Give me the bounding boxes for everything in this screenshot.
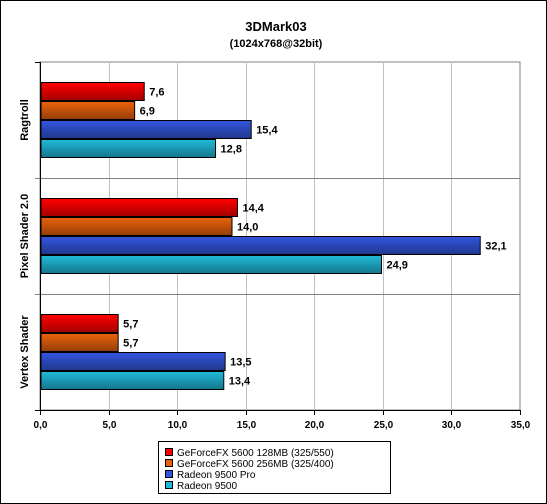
legend-swatch <box>165 470 173 478</box>
bar-shading <box>41 256 381 273</box>
bar-value-label: 24,9 <box>386 260 407 272</box>
bar-value-label: 13,5 <box>230 357 251 369</box>
bar-shading <box>41 218 232 235</box>
legend-entry: Radeon 9500 Pro <box>177 470 256 481</box>
legend: GeForceFX 5600 128MB (325/550)GeForceFX … <box>158 441 391 494</box>
bar-value-label: 12,8 <box>221 144 242 156</box>
bar-shading <box>41 334 118 351</box>
bar-shading <box>41 353 225 370</box>
x-tick-label: 35,0 <box>511 420 531 431</box>
chart-subtitle: (1024x768@32bit) <box>230 38 323 50</box>
bar-shading <box>41 199 237 216</box>
bar-value-label: 5,7 <box>123 338 138 350</box>
category-label: Pixel Shader 2.0 <box>19 194 31 278</box>
x-tick-label: 5,0 <box>103 420 117 431</box>
x-tick-label: 30,0 <box>442 420 462 431</box>
legend-entry: GeForceFX 5600 128MB (325/550) <box>177 448 334 459</box>
legend-box <box>158 441 391 494</box>
x-tick-label: 20,0 <box>305 420 325 431</box>
bar-shading <box>41 140 216 157</box>
bar-value-label: 15,4 <box>256 125 278 137</box>
bar-value-label: 5,7 <box>123 319 138 331</box>
x-tick-label: 15,0 <box>237 420 257 431</box>
plot-area: 0,0 5,0 10,0 15,0 20,0 25,0 30,0 35,0 Ragtroll 7,… <box>19 61 531 431</box>
bar-value-label: 7,6 <box>149 87 164 99</box>
x-tick-label: 10,0 <box>168 420 188 431</box>
legend-entry: Radeon 9500 <box>177 481 237 492</box>
bar-shading <box>41 315 118 332</box>
bar-shading <box>41 372 224 389</box>
bar-value-label: 13,4 <box>229 376 251 388</box>
x-tick-label: 25,0 <box>374 420 394 431</box>
category-label: Vertex Shader <box>19 315 31 389</box>
chart-title: 3DMark03 <box>245 19 306 34</box>
bar-value-label: 32,1 <box>485 241 506 253</box>
bar-value-label: 6,9 <box>140 106 155 118</box>
legend-swatch <box>165 481 173 489</box>
bar-shading <box>41 83 144 100</box>
x-tick-label: 0,0 <box>34 420 48 431</box>
legend-swatch <box>165 459 173 467</box>
bar-value-label: 14,4 <box>242 203 264 215</box>
bar-shading <box>41 102 135 119</box>
bar-shading <box>41 237 480 254</box>
category-label: Ragtroll <box>19 99 31 141</box>
bar-shading <box>41 121 251 138</box>
bar-value-label: 14,0 <box>237 222 258 234</box>
legend-entry: GeForceFX 5600 256MB (325/400) <box>177 459 334 470</box>
legend-swatch <box>165 448 173 456</box>
